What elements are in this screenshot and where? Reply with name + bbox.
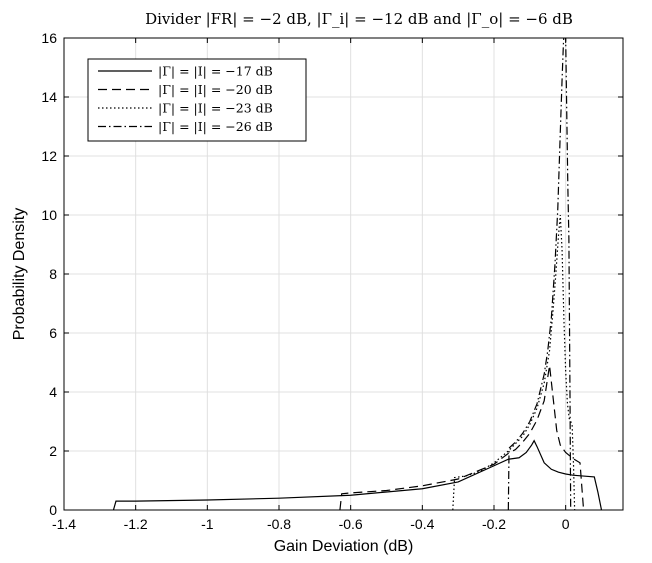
ticks: -1.4 -1.2 -1 -0.8 -0.6 -0.4 -0.2 0 0 2 4 6 8 10 12 14 16 [41,30,623,532]
x-tick-label: -1 [201,516,214,532]
chart-title: Divider |FR| = −2 dB, |Γ_i| = −12 dB and… [145,10,573,28]
legend-label-1: |Γ| = |I| = −17 dB [158,64,273,79]
y-tick-label: 10 [41,207,57,223]
series-line-1 [112,439,603,510]
y-tick-label: 6 [49,325,57,341]
x-tick-label: 0 [562,516,570,532]
y-axis-label: Probability Density [11,208,28,341]
x-tick-label: -0.6 [339,516,363,532]
x-tick-label: -0.4 [410,516,434,532]
x-tick-label: -0.8 [267,516,291,532]
series-layer [112,38,603,510]
legend-label-2: |Γ| = |I| = −20 dB [158,82,273,97]
series-line-4 [507,38,572,510]
legend-label-4: |Γ| = |I| = −26 dB [158,119,273,134]
legend: |Γ| = |I| = −17 dB |Γ| = |I| = −20 dB |Γ| … [87,58,307,142]
y-tick-label: 16 [41,30,57,46]
y-tick-label: 0 [49,502,57,518]
y-tick-label: 4 [49,384,57,400]
x-tick-label: -1.4 [52,516,76,532]
x-tick-label: -1.2 [124,516,148,532]
y-tick-label: 14 [41,89,57,105]
x-axis-label: Gain Deviation (dB) [274,538,414,555]
series-line-2 [339,365,585,510]
x-tick-label: -0.2 [482,516,506,532]
y-tick-label: 12 [41,148,57,164]
legend-label-3: |Γ| = |I| = −23 dB [158,101,273,116]
legend-box [87,58,307,142]
series-line-3 [452,214,576,510]
y-tick-label: 2 [49,443,57,459]
y-tick-label: 8 [49,266,57,282]
